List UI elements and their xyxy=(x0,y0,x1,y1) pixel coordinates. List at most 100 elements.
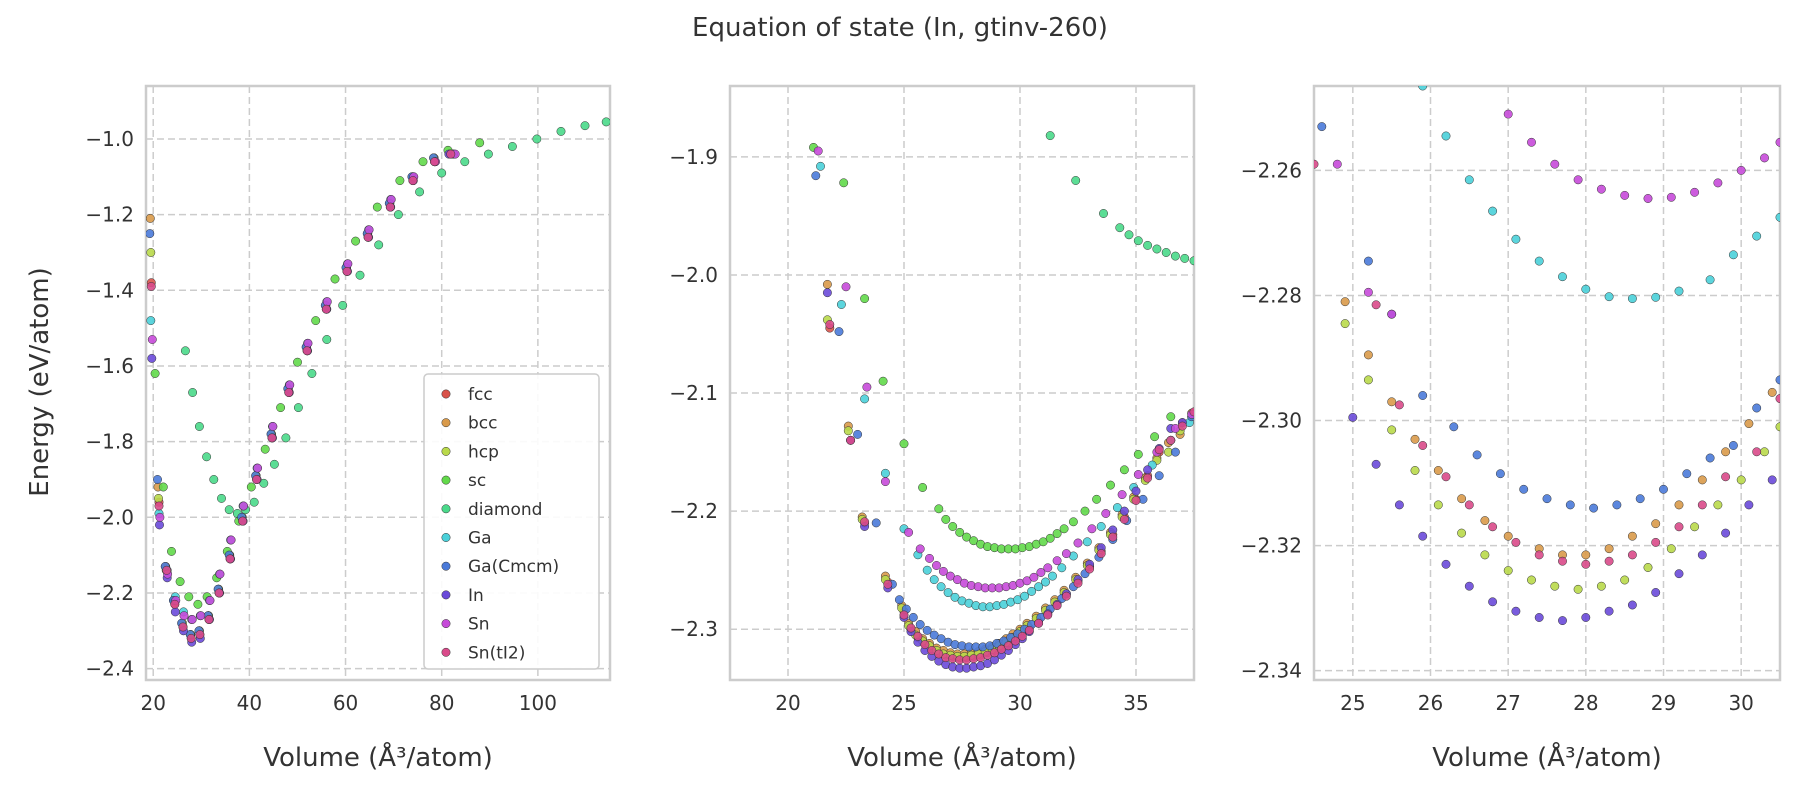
legend-marker xyxy=(441,619,451,629)
point-sn xyxy=(880,477,890,487)
legend-label: hcp xyxy=(468,442,499,462)
point-ga-cmcm xyxy=(936,634,946,644)
point-sn-ti2 xyxy=(204,615,214,624)
point-hcp xyxy=(1690,522,1700,532)
panel-2-xlabel: Volume (Å³/atom) xyxy=(847,741,1077,773)
point-diamond xyxy=(338,300,348,310)
point-bcc xyxy=(1387,397,1397,407)
point-bcc xyxy=(1627,531,1637,541)
point-hcp xyxy=(1775,422,1780,432)
point-sn xyxy=(386,195,396,204)
point-sn xyxy=(1596,184,1606,194)
point-sn-ti2 xyxy=(1511,537,1521,547)
point-ga xyxy=(1534,256,1544,266)
point-sc xyxy=(899,439,909,449)
y-tick-label: −2.34 xyxy=(1241,659,1302,683)
point-sn xyxy=(322,297,332,307)
point-sc xyxy=(1150,432,1160,442)
point-sc xyxy=(246,482,256,492)
point-ga xyxy=(1674,286,1684,296)
point-sn-ti2 xyxy=(1189,407,1194,417)
point-sn-ti2 xyxy=(252,475,262,484)
point-sn xyxy=(1332,159,1342,169)
point-sc xyxy=(878,376,888,386)
point-sn-ti2 xyxy=(195,630,205,640)
panel-1-xlabel: Volume (Å³/atom) xyxy=(263,741,493,773)
point-diamond xyxy=(293,403,303,413)
point-diamond xyxy=(1099,209,1108,218)
point-diamond xyxy=(1133,236,1143,246)
legend-marker xyxy=(441,533,451,542)
point-sn xyxy=(1087,524,1097,534)
point-ga xyxy=(1604,292,1614,302)
point-ga xyxy=(1775,212,1780,222)
point-bcc xyxy=(1457,494,1467,504)
point-ga xyxy=(936,582,946,592)
point-sn xyxy=(1363,287,1373,297)
point-ga-cmcm xyxy=(922,625,932,635)
point-sn xyxy=(1043,563,1053,573)
point-sn xyxy=(862,382,872,392)
legend-label: Ga(Cmcm) xyxy=(468,557,559,577)
point-sn xyxy=(1387,309,1397,319)
point-sn-ti2 xyxy=(883,579,893,589)
point-sn xyxy=(1061,549,1071,559)
point-sc xyxy=(1059,524,1069,534)
point-ga xyxy=(836,300,846,309)
legend-label: fcc xyxy=(468,385,493,405)
point-sn xyxy=(1036,568,1046,577)
point-hcp xyxy=(1503,566,1513,576)
point-sn xyxy=(945,571,955,581)
point-sn-ti2 xyxy=(1119,514,1129,524)
point-bcc xyxy=(822,279,832,289)
point-sn-ti2 xyxy=(1052,601,1062,611)
point-sn-ti2 xyxy=(996,644,1006,654)
x-tick-label: 27 xyxy=(1495,691,1520,715)
point-diamond xyxy=(1180,253,1190,263)
point-diamond xyxy=(217,493,226,503)
point-sc xyxy=(418,157,428,167)
point-in xyxy=(1131,486,1141,496)
x-tick-label: 25 xyxy=(891,691,916,715)
point-sc xyxy=(276,403,286,413)
point-sn xyxy=(932,561,941,570)
point-sn xyxy=(813,146,823,156)
point-ga xyxy=(1651,292,1661,302)
point-sc xyxy=(941,514,951,524)
point-sn xyxy=(1690,187,1700,197)
point-sc xyxy=(260,444,270,454)
point-sn xyxy=(1527,137,1536,147)
point-sn-ti2 xyxy=(1024,625,1034,635)
point-sn-ti2 xyxy=(1558,556,1567,566)
point-ga xyxy=(929,575,939,585)
point-sn xyxy=(364,225,374,235)
point-ga-cmcm xyxy=(1565,500,1575,510)
point-sn xyxy=(1117,490,1127,500)
point-sn-ti2 xyxy=(1085,564,1095,574)
point-sc xyxy=(948,522,958,531)
point-bcc xyxy=(1581,550,1591,560)
legend-label: In xyxy=(468,586,484,606)
point-sn-ti2 xyxy=(1034,618,1044,628)
point-diamond xyxy=(483,149,493,159)
point-bcc xyxy=(1480,516,1490,526)
point-bcc xyxy=(1721,447,1731,457)
point-bcc xyxy=(146,213,155,223)
point-in xyxy=(1721,528,1731,538)
point-ga-cmcm xyxy=(1589,503,1599,513)
point-sc xyxy=(351,236,361,246)
point-sn xyxy=(904,527,914,537)
point-in xyxy=(1744,500,1754,510)
point-sn-ti2 xyxy=(430,157,439,167)
point-sn-ti2 xyxy=(302,346,312,356)
point-sc xyxy=(293,357,302,367)
x-tick-label: 20 xyxy=(140,691,165,715)
point-sc xyxy=(1106,480,1115,490)
point-sn-ti2 xyxy=(1073,578,1083,588)
point-sn xyxy=(303,338,313,348)
y-tick-label: −2.30 xyxy=(1241,409,1302,433)
point-sn-ti2 xyxy=(1314,159,1319,169)
point-diamond xyxy=(437,168,447,178)
point-sn xyxy=(915,544,925,554)
